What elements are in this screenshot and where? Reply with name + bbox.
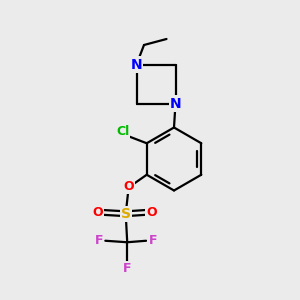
Text: N: N [170,97,181,110]
Text: F: F [94,234,103,247]
Text: O: O [146,206,157,219]
Text: F: F [123,262,131,275]
Text: O: O [123,180,134,193]
Text: O: O [92,206,103,219]
Text: F: F [148,234,157,247]
Text: N: N [131,58,142,71]
Text: Cl: Cl [116,125,129,138]
Text: S: S [121,207,131,221]
